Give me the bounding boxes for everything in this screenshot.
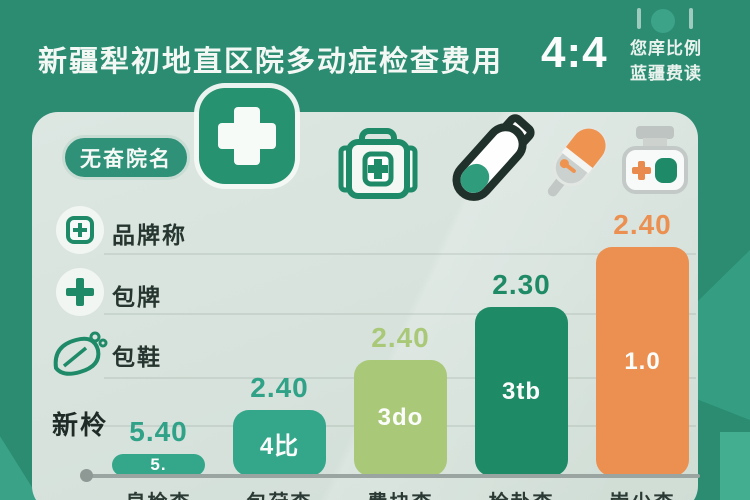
pen-nib-icon [53, 331, 108, 376]
header-dot-decor [651, 9, 675, 33]
bar-inner-label: 1.0 [624, 347, 661, 375]
bar-category-label: 栓赴查 [461, 486, 582, 500]
medkit-icon [338, 128, 418, 199]
bar: 5. [112, 454, 205, 476]
flask-icon [452, 114, 535, 201]
app-cross-icon [199, 88, 295, 184]
bar-inner-label: 4比 [259, 432, 300, 460]
gridline [104, 253, 696, 255]
cross-horizontal [218, 123, 276, 149]
legend-icon-circle [56, 206, 104, 254]
bar-category-label: 皂检查 [98, 486, 219, 500]
bar-category-label: 包荮查 [219, 486, 340, 500]
bar-category-label: 崇少查 [582, 486, 703, 500]
bar-inner-label: 3tb [502, 377, 541, 405]
bar-category-label: 费块查 [340, 486, 461, 500]
bar: 4比 [233, 410, 326, 476]
gridline [104, 313, 696, 315]
hospital-name-badge: 无奋院名 [62, 135, 190, 180]
bar-inner-label: 3do [377, 404, 424, 431]
bar-value-label: 2.40 [371, 322, 430, 353]
header-side-note: 您庠比例 蓝疆费读 [630, 36, 702, 86]
right-band-decor [698, 250, 750, 420]
page-title: 新疆犁初地直区院多动症检查费用 [38, 46, 504, 78]
bar-inner-label: 5. [150, 455, 167, 474]
bar-value-label: 2.40 [613, 209, 672, 240]
legend-label-2: 包牌 [112, 284, 162, 310]
bar: 3tb [475, 307, 568, 476]
x-axis-line [88, 474, 700, 478]
side-note-line2: 蓝疆费读 [630, 64, 702, 83]
bar-value-label: 2.40 [250, 372, 309, 403]
legend-label-3: 包鞋 [112, 344, 162, 370]
legend-icon-circle [56, 268, 104, 316]
axis-label: 新柃 [52, 410, 109, 440]
header-tick-decor [637, 8, 641, 29]
bottom-right-decor [720, 432, 750, 500]
bar-value-label: 5.40 [129, 416, 188, 447]
x-axis-endpoint-dot [80, 469, 93, 482]
ratio-value: 4:4 [541, 28, 608, 77]
cross-box-icon [66, 216, 94, 244]
bar: 3do [354, 360, 447, 476]
header-tick-decor [689, 8, 693, 29]
side-note-line1: 您庠比例 [630, 39, 702, 58]
bar-value-label: 2.30 [492, 269, 551, 300]
cross-icon [66, 278, 94, 306]
bar: 1.0 [596, 247, 689, 476]
legend-label-1: 品牌称 [112, 222, 187, 248]
capsule-icon [547, 127, 608, 197]
medicine-bottle-icon [622, 126, 688, 194]
